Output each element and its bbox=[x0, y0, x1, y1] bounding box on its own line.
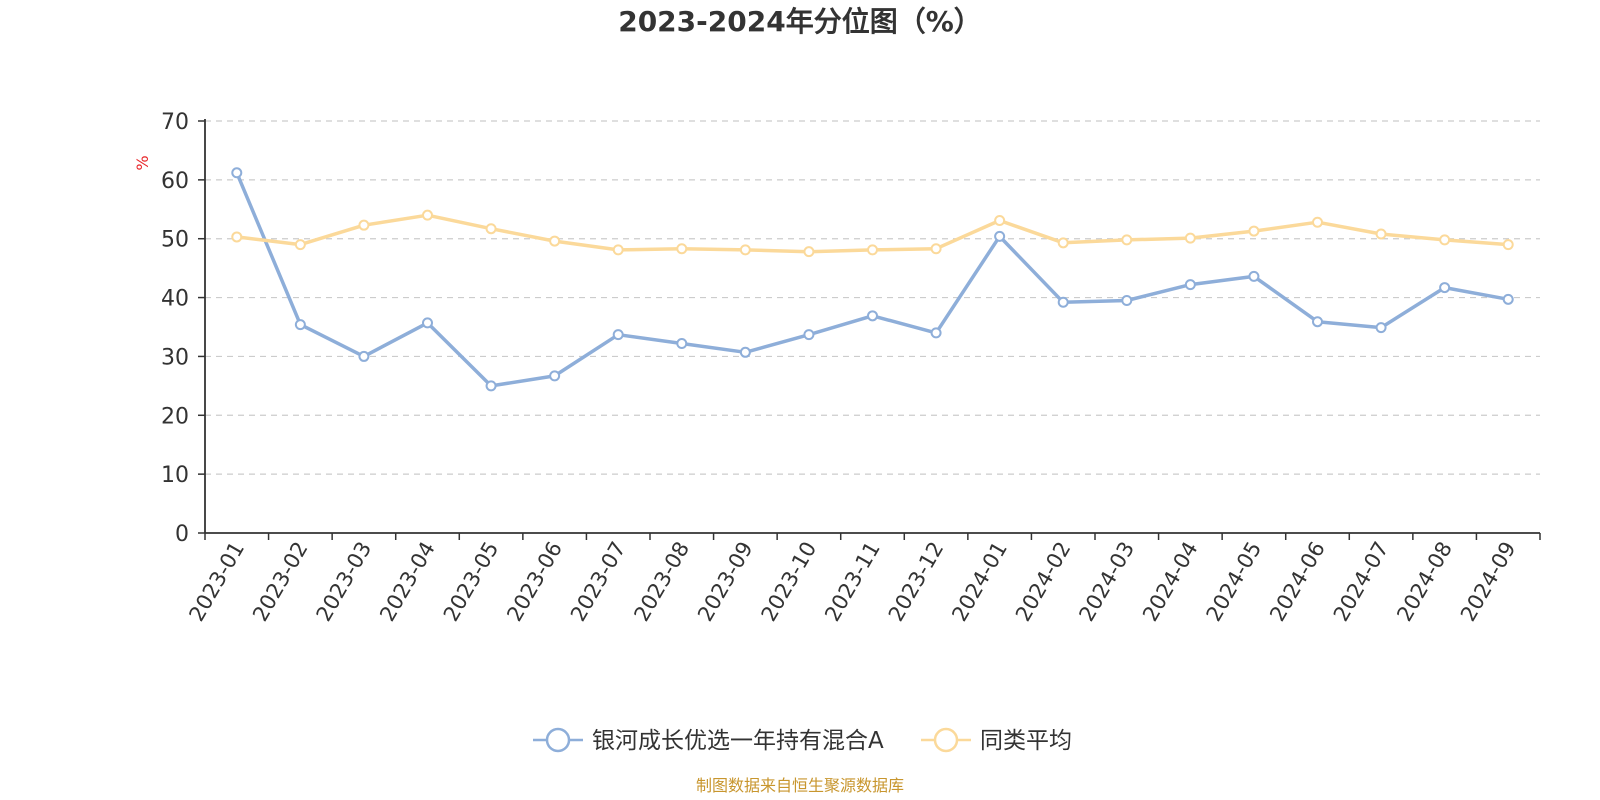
data-point bbox=[1312, 216, 1323, 228]
data-point bbox=[549, 370, 561, 382]
series-points bbox=[231, 167, 1514, 392]
legend-label: 同类平均 bbox=[980, 728, 1072, 754]
x-tick-label: 2023-05 bbox=[439, 538, 504, 626]
x-tick-label: 2023-11 bbox=[820, 538, 885, 626]
x-tick-label: 2024-02 bbox=[1011, 538, 1076, 626]
x-tick-label: 2023-08 bbox=[629, 538, 694, 626]
data-point bbox=[1184, 279, 1196, 291]
data-point bbox=[422, 209, 433, 221]
data-point bbox=[358, 219, 370, 231]
x-tick-label: 2024-08 bbox=[1392, 538, 1457, 626]
x-tick-labels: 2023-012023-022023-032023-042023-052023-… bbox=[184, 537, 1520, 625]
data-point bbox=[485, 380, 497, 392]
y-tick-label: 10 bbox=[161, 463, 189, 488]
y-tick-labels: 0 10 20 30 40 50 60 70 bbox=[161, 110, 189, 547]
y-tick-label: 50 bbox=[161, 228, 189, 253]
x-tick-label: 2024-04 bbox=[1138, 538, 1203, 626]
data-point bbox=[1057, 237, 1069, 249]
data-point bbox=[294, 239, 306, 251]
x-tick-label: 2023-10 bbox=[757, 538, 822, 626]
data-point bbox=[867, 310, 878, 322]
data-point bbox=[1502, 239, 1514, 251]
grid-lines bbox=[205, 120, 1540, 475]
data-point bbox=[358, 350, 370, 362]
y-tick-label: 70 bbox=[161, 110, 189, 135]
y-tick-label: 0 bbox=[175, 522, 189, 547]
data-point bbox=[1312, 316, 1323, 328]
data-point bbox=[930, 243, 942, 255]
data-point bbox=[930, 327, 942, 339]
data-point bbox=[1248, 225, 1260, 237]
data-point bbox=[231, 231, 243, 243]
x-tick-label: 2023-07 bbox=[566, 538, 631, 626]
x-tick-label: 2024-09 bbox=[1456, 538, 1521, 626]
x-tick-label: 2023-02 bbox=[248, 538, 313, 626]
y-tick-label: 40 bbox=[161, 287, 189, 312]
legend: 银河成长优选一年持有混合A 同类平均 bbox=[533, 727, 1072, 754]
data-point bbox=[994, 214, 1006, 226]
data-point bbox=[231, 167, 243, 179]
data-point bbox=[549, 235, 561, 247]
data-point bbox=[867, 244, 878, 256]
data-point bbox=[1121, 234, 1133, 246]
chart-title: 2023-2024年分位图（%） bbox=[618, 5, 982, 38]
data-point bbox=[676, 337, 688, 349]
legend-marker bbox=[933, 727, 959, 753]
x-tick-label: 2024-05 bbox=[1202, 538, 1267, 626]
data-point bbox=[676, 243, 688, 255]
data-point bbox=[803, 246, 815, 258]
series-line-1 bbox=[235, 171, 1510, 388]
y-axis-unit-label: % bbox=[133, 155, 152, 170]
source-note: 制图数据来自恒生聚源数据库 bbox=[695, 776, 904, 795]
data-point bbox=[1375, 322, 1387, 334]
data-point bbox=[1184, 232, 1196, 244]
data-point bbox=[803, 329, 815, 341]
data-point bbox=[294, 319, 306, 331]
x-tick-label: 2023-01 bbox=[184, 538, 249, 626]
x-tick-label: 2024-03 bbox=[1074, 538, 1139, 626]
y-tick-label: 30 bbox=[161, 345, 189, 370]
data-point bbox=[1057, 296, 1069, 308]
x-tick-label: 2023-06 bbox=[502, 538, 567, 626]
data-point bbox=[1439, 282, 1451, 294]
y-tick-label: 60 bbox=[161, 169, 189, 194]
data-point bbox=[422, 317, 433, 329]
x-tick-label: 2024-06 bbox=[1265, 538, 1330, 626]
x-tick-label: 2024-01 bbox=[947, 537, 1012, 625]
data-point bbox=[739, 244, 751, 256]
data-point bbox=[485, 223, 497, 235]
data-point bbox=[1248, 270, 1260, 282]
data-point bbox=[1439, 234, 1451, 246]
x-tick-label: 2023-12 bbox=[884, 538, 949, 626]
legend-marker bbox=[545, 727, 571, 753]
data-point bbox=[612, 244, 624, 256]
x-tick-label: 2024-07 bbox=[1329, 538, 1394, 626]
data-point bbox=[994, 230, 1006, 242]
y-tick-label: 20 bbox=[161, 404, 189, 429]
data-point bbox=[1121, 295, 1133, 307]
legend-label: 银河成长优选一年持有混合A bbox=[592, 728, 884, 754]
x-tick-label: 2023-04 bbox=[375, 538, 440, 626]
data-point bbox=[612, 329, 624, 341]
data-point bbox=[1375, 228, 1387, 240]
data-point bbox=[1502, 293, 1514, 305]
data-point bbox=[739, 346, 751, 358]
axes bbox=[198, 119, 1541, 540]
series-lines bbox=[235, 171, 1510, 388]
x-tick-label: 2023-09 bbox=[693, 538, 758, 626]
x-tick-label: 2023-03 bbox=[312, 538, 377, 626]
